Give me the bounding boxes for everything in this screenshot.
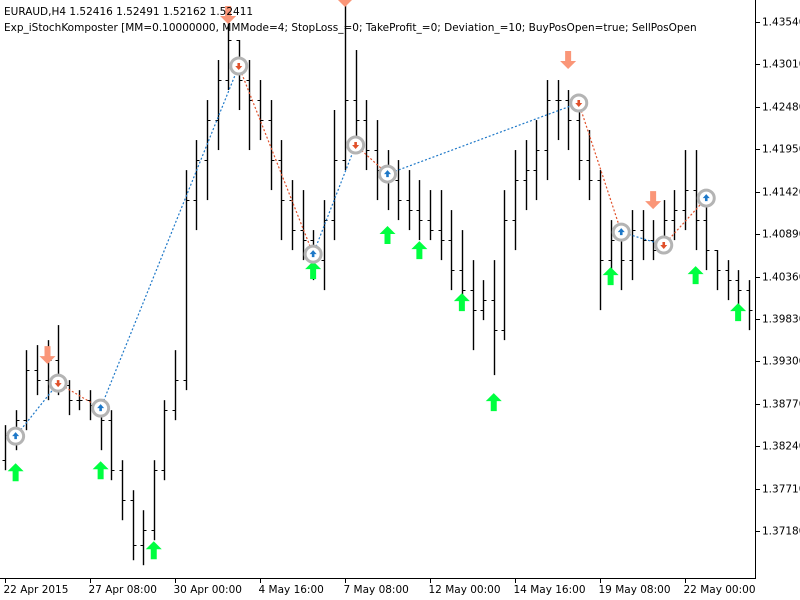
buy-signal — [305, 261, 322, 280]
x-tick-label: 14 May 16:00 — [514, 584, 586, 596]
position-icon — [702, 194, 710, 202]
x-tick-label: 4 May 16:00 — [259, 584, 324, 596]
trade-line — [578, 102, 622, 233]
y-tick-label: 1.41420 — [762, 187, 800, 199]
x-tick-label: 27 Apr 08:00 — [89, 584, 157, 596]
y-tick-label: 1.38770 — [762, 399, 800, 411]
sell-signal — [39, 346, 56, 365]
trade-line — [15, 382, 59, 437]
position-icon — [309, 250, 317, 258]
y-tick-label: 1.40890 — [762, 229, 800, 241]
buy-signal — [145, 541, 162, 560]
buy-signal — [7, 463, 24, 482]
sell-signal — [220, 5, 237, 24]
buy-signal — [730, 303, 747, 322]
sell-signal — [645, 191, 662, 210]
buy-signal — [687, 266, 704, 285]
position-icon — [352, 142, 360, 150]
chart-subtitle: Exp_iStochKomposter [MM=0.10000000, MMMo… — [4, 22, 697, 34]
position-icon — [575, 100, 583, 108]
position-icon — [617, 228, 625, 236]
y-tick-label: 1.43010 — [762, 59, 800, 71]
position-icon — [12, 432, 20, 440]
y-tick-label: 1.38240 — [762, 441, 800, 453]
x-tick-label: 22 May 00:00 — [684, 584, 756, 596]
buy-signal — [379, 226, 396, 245]
trade-line — [663, 197, 707, 246]
trade-line — [100, 65, 240, 409]
y-tick-label: 1.40360 — [762, 272, 800, 284]
position-icon — [54, 380, 62, 388]
buy-signal — [453, 293, 470, 312]
x-tick-label: 7 May 08:00 — [344, 584, 409, 596]
x-tick-label: 19 May 08:00 — [599, 584, 671, 596]
position-icon — [97, 404, 105, 412]
trade-line — [355, 144, 388, 175]
y-tick-label: 1.37710 — [762, 484, 800, 496]
y-tick-label: 1.43540 — [762, 17, 800, 29]
plot-area — [2, 0, 753, 566]
trade-line — [238, 65, 314, 255]
buy-signal — [602, 267, 619, 286]
sell-signal — [338, 0, 352, 7]
y-tick-label: 1.42480 — [762, 102, 800, 114]
sell-signal — [560, 51, 577, 70]
x-tick-label: 22 Apr 2015 — [4, 584, 69, 596]
position-icon — [660, 242, 668, 250]
trade-line — [312, 144, 357, 255]
y-tick-label: 1.41950 — [762, 144, 800, 156]
buy-signal — [411, 241, 428, 260]
y-tick-label: 1.39830 — [762, 314, 800, 326]
position-icon — [235, 63, 243, 71]
buy-signal — [485, 393, 502, 412]
buy-signal — [92, 461, 109, 480]
y-tick-label: 1.39300 — [762, 356, 800, 368]
y-tick-label: 1.37180 — [762, 526, 800, 538]
x-tick-label: 30 Apr 00:00 — [174, 584, 242, 596]
position-icon — [384, 170, 391, 178]
x-tick-label: 12 May 00:00 — [429, 584, 501, 596]
chart-title: EURAUD,H4 1.52416 1.52491 1.52162 1.5241… — [4, 6, 253, 18]
